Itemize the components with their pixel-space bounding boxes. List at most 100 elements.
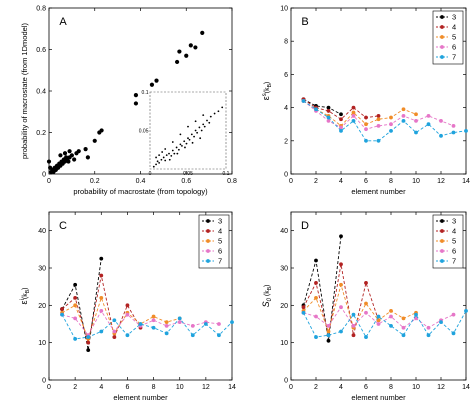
series-point bbox=[439, 320, 443, 325]
series-point bbox=[401, 316, 406, 321]
inset-data-point bbox=[165, 154, 168, 157]
series-point bbox=[73, 295, 78, 300]
inset-data-point bbox=[155, 163, 157, 166]
series-point bbox=[177, 316, 182, 321]
y-axis-label-part: (k bbox=[264, 87, 271, 93]
series-point bbox=[125, 312, 130, 317]
y-axis-label-part: B bbox=[25, 289, 31, 293]
x-tick-label: 0.2 bbox=[90, 178, 100, 185]
data-point bbox=[175, 59, 180, 65]
series-point bbox=[426, 122, 431, 127]
y-tick-label: 2 bbox=[284, 138, 288, 145]
legend-marker bbox=[206, 239, 210, 243]
data-point bbox=[154, 78, 159, 83]
data-point bbox=[72, 157, 77, 162]
series-point bbox=[339, 329, 343, 334]
inset-data-point bbox=[168, 152, 170, 155]
series-point bbox=[401, 114, 406, 118]
inset-data-point bbox=[183, 140, 186, 143]
series-point bbox=[351, 105, 356, 110]
legend-frame bbox=[432, 10, 464, 65]
series-point bbox=[351, 333, 356, 338]
x-tick-label: 0.4 bbox=[136, 178, 146, 185]
inset-data-point bbox=[190, 133, 193, 136]
inset-data-point bbox=[193, 135, 195, 138]
series-point bbox=[99, 329, 104, 334]
legend-marker bbox=[440, 25, 444, 29]
data-point bbox=[85, 155, 90, 160]
series-point bbox=[376, 314, 381, 319]
inset-data-point bbox=[158, 154, 161, 157]
series-point bbox=[376, 322, 381, 326]
series-point bbox=[217, 333, 221, 338]
series-5 bbox=[301, 99, 418, 128]
series-point bbox=[314, 314, 318, 319]
series-point bbox=[99, 295, 104, 300]
inset-data-point bbox=[161, 151, 164, 153]
series-point bbox=[376, 117, 381, 122]
inset-data-point bbox=[171, 141, 174, 143]
plot-frame bbox=[48, 7, 233, 175]
y-axis-label: εs(kB) bbox=[261, 82, 273, 101]
legend-marker bbox=[440, 239, 444, 243]
y-axis-label-part: (k bbox=[264, 290, 271, 298]
series-point bbox=[112, 318, 117, 323]
data-point bbox=[92, 138, 97, 143]
inset-frame bbox=[149, 91, 227, 170]
y-axis-label-part: 0 bbox=[267, 297, 273, 301]
x-tick-label: 0 bbox=[289, 384, 293, 391]
y-tick-label: 0 bbox=[42, 378, 46, 385]
legend-marker bbox=[440, 15, 444, 19]
legend-entry: 4 bbox=[452, 227, 456, 236]
legend-entry: 4 bbox=[218, 227, 222, 236]
x-tick-label: 2 bbox=[73, 384, 77, 391]
inset-data-point bbox=[171, 149, 174, 152]
legend-entry: 7 bbox=[218, 257, 222, 266]
x-tick-label: 0 bbox=[47, 178, 51, 185]
series-point bbox=[426, 114, 431, 118]
data-point bbox=[62, 151, 68, 156]
series-4 bbox=[301, 262, 381, 338]
x-tick-label: 10 bbox=[176, 384, 184, 391]
series-point bbox=[177, 320, 182, 325]
inset-plot: 0 0.05 0.1 0.05 0.1 bbox=[139, 90, 230, 177]
series-point bbox=[464, 309, 468, 313]
y-tick-label: 20 bbox=[280, 303, 288, 310]
series-point bbox=[60, 307, 64, 311]
x-tick-label: 2 bbox=[314, 384, 318, 391]
y-tick-label: 0.8 bbox=[36, 6, 46, 13]
series-point bbox=[414, 112, 418, 117]
y-axis-label-part: B bbox=[267, 83, 273, 87]
inset-x-tick-label: 0 bbox=[149, 171, 152, 177]
series-line bbox=[61, 314, 233, 340]
inset-data-point bbox=[156, 160, 159, 163]
inset-data-point bbox=[202, 123, 205, 126]
series-point bbox=[326, 329, 331, 334]
series-point bbox=[314, 295, 318, 300]
data-point bbox=[48, 165, 53, 170]
inset-data-point bbox=[176, 152, 179, 155]
inset-data-point bbox=[202, 114, 205, 116]
inset-data-point bbox=[196, 131, 199, 134]
data-point bbox=[184, 53, 189, 58]
inset-data-point bbox=[185, 142, 188, 145]
series-point bbox=[73, 282, 78, 287]
y-tick-label: 0.2 bbox=[36, 130, 46, 137]
inset-data-point bbox=[206, 119, 208, 122]
inset-data-point bbox=[168, 158, 171, 161]
data-point bbox=[69, 153, 74, 158]
plot-frame bbox=[290, 7, 467, 175]
x-tick-label: 8 bbox=[152, 384, 156, 391]
legend-entry: 7 bbox=[452, 53, 456, 62]
series-point bbox=[389, 314, 393, 319]
y-tick-label: 10 bbox=[280, 340, 288, 347]
y-tick-label: 4 bbox=[284, 105, 288, 112]
series-point bbox=[203, 322, 208, 326]
series-point bbox=[326, 118, 331, 123]
data-point bbox=[177, 49, 182, 54]
series-point bbox=[73, 303, 78, 308]
series-3 bbox=[60, 256, 104, 353]
series-point bbox=[326, 105, 331, 110]
